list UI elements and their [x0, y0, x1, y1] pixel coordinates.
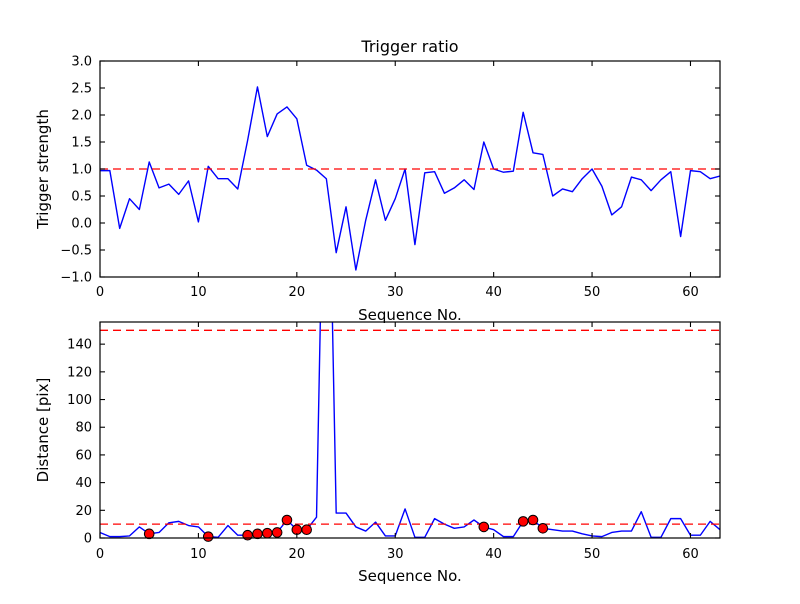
- x-tick-label: 60: [682, 285, 699, 300]
- distance-plot-data-area: [100, 322, 720, 538]
- y-tick-label: −1.0: [60, 271, 92, 286]
- y-tick-label: 1.0: [71, 163, 92, 178]
- bottom-x-axis-label: Sequence No.: [358, 567, 462, 585]
- triggered-points-marker: [527, 514, 539, 526]
- triggered-points-marker: [301, 524, 312, 535]
- y-tick-label: 3.0: [71, 55, 92, 70]
- y-tick-label: 0.0: [71, 217, 92, 232]
- trigger-ratio-plot-data-area: [100, 86, 720, 271]
- triggered-points-marker: [517, 516, 529, 527]
- x-tick-label: 20: [289, 285, 306, 300]
- top-y-axis-label: Trigger strength: [34, 109, 52, 230]
- top-axes: 0 10 20 30 40 50 60 3.0 2.5 2.0 1.5 1.0 0.5 0.0 −0.5 −1…: [60, 55, 721, 300]
- y-tick-label: 140: [67, 338, 92, 353]
- y-tick-label: 1.5: [71, 136, 92, 151]
- axes-frame: [99, 321, 721, 539]
- y-tick-label: 2.0: [71, 109, 92, 124]
- trigger-strength-line: [100, 86, 720, 271]
- y-tick-label: 120: [67, 365, 92, 380]
- x-tick-label: 60: [682, 547, 699, 562]
- chart-title: Trigger ratio: [360, 37, 458, 56]
- y-tick-label: 100: [67, 393, 92, 408]
- y-tick-label: 0: [84, 532, 92, 547]
- x-tick-label: 0: [96, 285, 104, 300]
- bottom-y-axis-label: Distance [pix]: [34, 378, 52, 483]
- x-tick-label: 50: [584, 285, 601, 300]
- y-tick-label: 40: [75, 476, 92, 491]
- x-tick-label: 50: [584, 547, 601, 562]
- triggered-points-marker: [202, 531, 214, 542]
- x-tick-label: 30: [387, 547, 404, 562]
- x-tick-label: 10: [190, 547, 207, 562]
- x-tick-label: 10: [190, 285, 207, 300]
- y-tick-label: −0.5: [60, 244, 92, 259]
- x-tick-label: 30: [387, 285, 404, 300]
- x-tick-label: 20: [289, 547, 306, 562]
- triggered-points-marker: [252, 528, 263, 540]
- triggered-points-marker: [143, 528, 155, 540]
- y-tick-label: 60: [75, 448, 92, 463]
- triggered-points-marker: [262, 527, 273, 539]
- y-tick-label: 80: [75, 421, 92, 436]
- x-tick-label: 40: [485, 547, 502, 562]
- y-tick-label: 20: [75, 504, 92, 519]
- distance-line: [100, 322, 720, 538]
- y-tick-label: 2.5: [71, 82, 92, 97]
- x-tick-label: 0: [96, 547, 104, 562]
- y-tick-label: 0.5: [71, 190, 92, 205]
- triggered-points-marker: [478, 521, 490, 533]
- triggered-points-marker: [271, 527, 283, 538]
- bottom-axes: 0 10 20 30 40 50 60 0 20 40 60 80 100 120 140: [67, 321, 721, 562]
- x-tick-label: 40: [485, 285, 502, 300]
- triggered-points-marker: [537, 523, 549, 534]
- top-x-axis-label: Sequence No.: [358, 306, 462, 324]
- triggered-points-marker: [281, 514, 293, 526]
